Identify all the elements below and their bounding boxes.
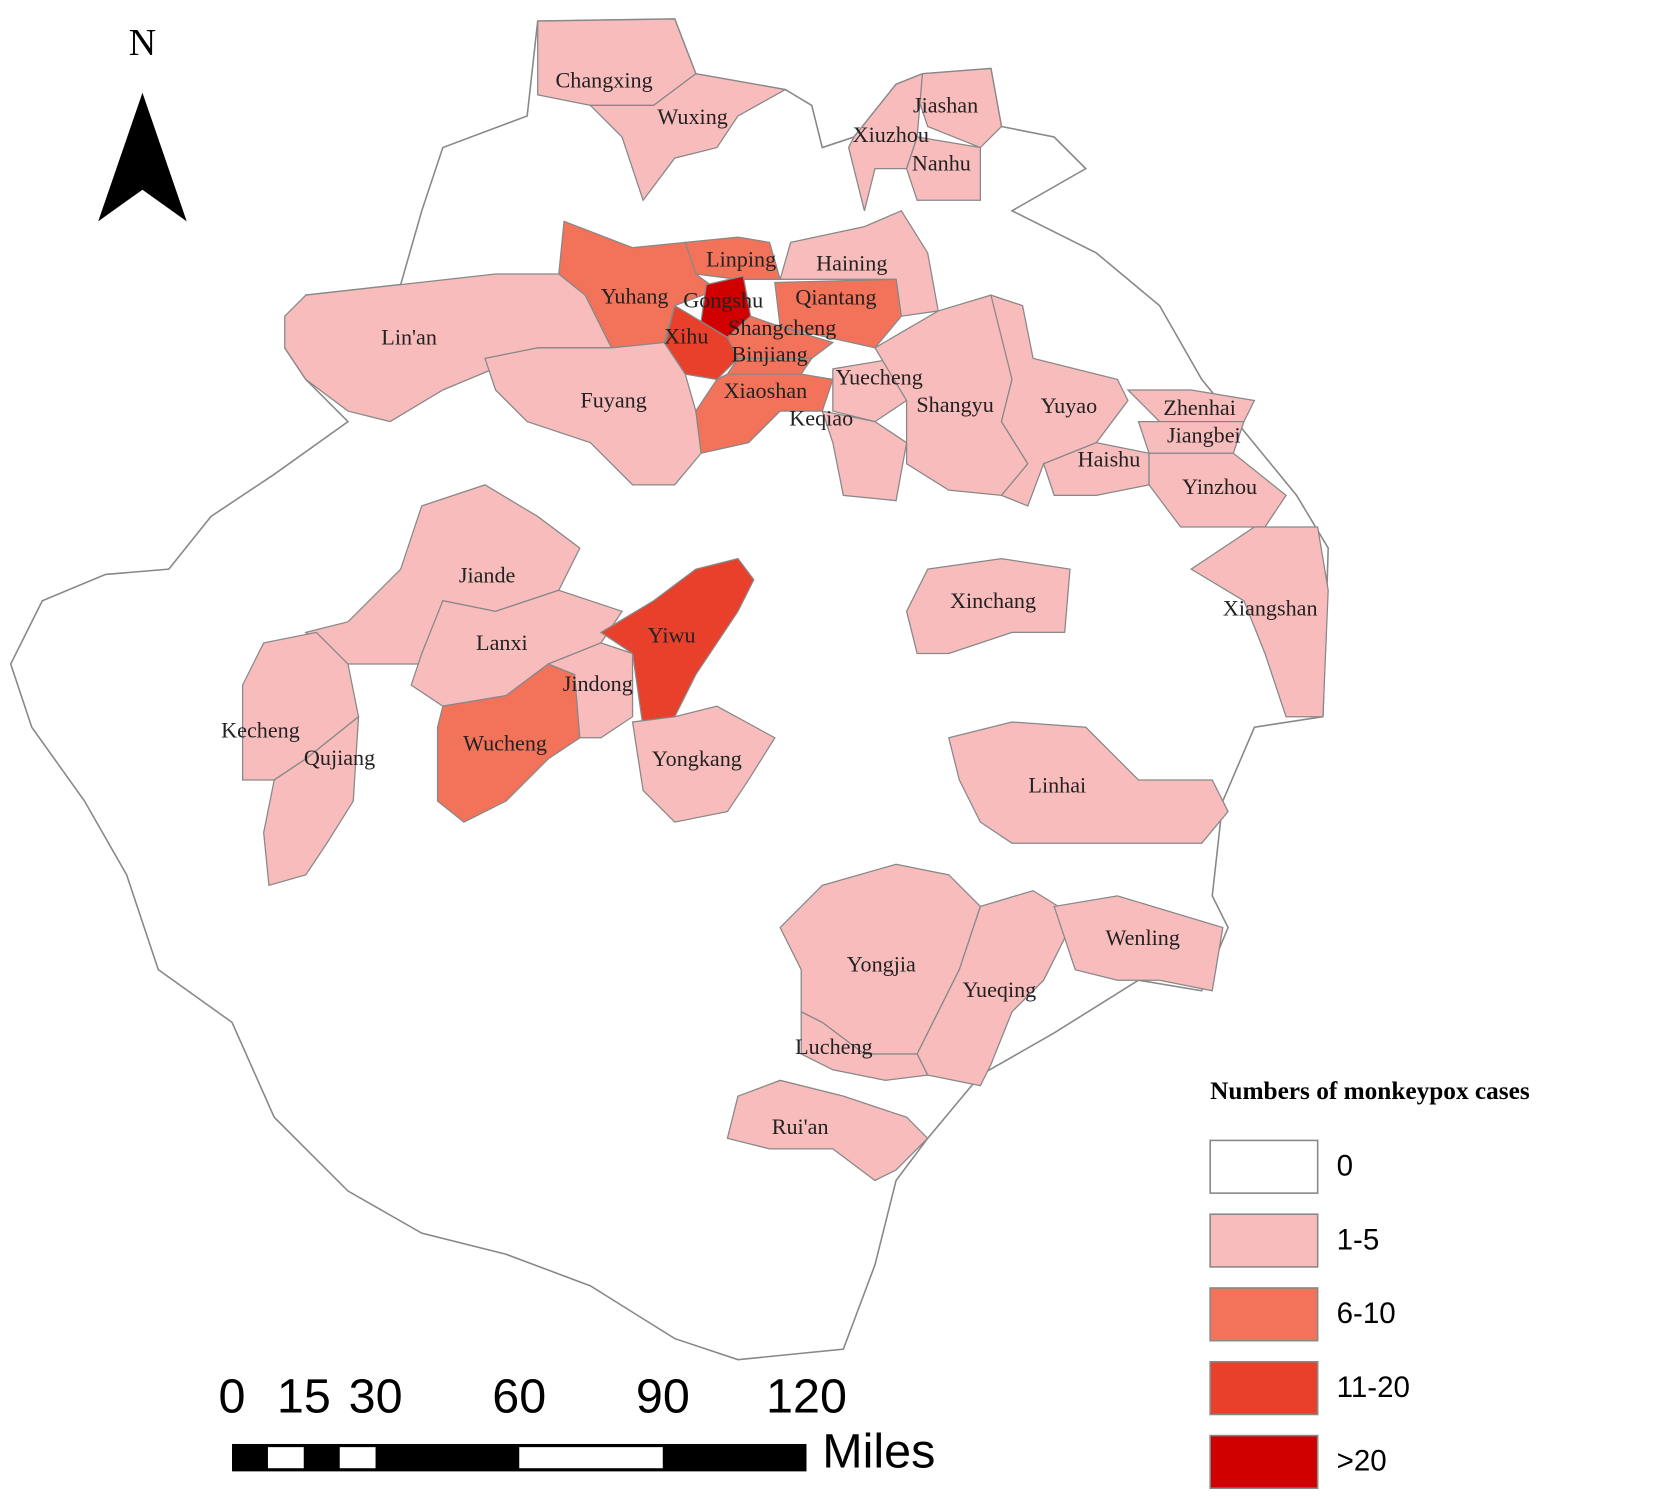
legend-label: 6-10 [1337,1297,1396,1330]
region-label: Yuecheng [836,365,923,390]
legend-label: 0 [1337,1150,1353,1183]
region [588,73,788,202]
region [916,889,1077,1087]
region [599,557,755,729]
region-label: Fuyang [580,388,646,413]
region-label: Wucheng [463,730,547,755]
scale-tick-label: 120 [766,1370,847,1424]
scale-bar: 0 15 30 60 90 120 [219,1370,847,1472]
legend-swatch [1209,1360,1319,1416]
scale-bar-segment [662,1447,807,1469]
region-label: Shangcheng [728,315,836,340]
region [774,278,902,349]
region [847,72,924,211]
scale-unit: Miles [822,1424,935,1478]
region-label: Jiande [459,563,516,588]
region [1126,389,1256,423]
scale-tick-label: 30 [349,1370,403,1424]
region [1053,895,1224,992]
region-label: Binjiang [731,341,807,366]
legend-swatch [1209,1434,1319,1490]
legend-title: Numbers of monkeypox cases [1210,1077,1530,1105]
scale-bar-segment [375,1447,520,1469]
region-label: Yuyao [1041,393,1098,418]
region-label: Keqiao [789,406,853,431]
region-label: Qiantang [795,284,876,309]
region [263,715,360,887]
region-label: Xiaoshan [724,378,808,403]
region-label: Zhenhai [1163,395,1236,420]
region [484,341,702,486]
legend-label: 11-20 [1337,1371,1410,1404]
legend-label: 1-5 [1337,1223,1380,1256]
region [905,557,1071,655]
north-label: N [129,22,156,64]
region-label: Gongshu [683,288,763,313]
legend-swatch [1209,1287,1319,1342]
scale-tick-label: 0 [219,1370,246,1424]
regions [241,18,1329,1182]
region [436,663,581,823]
region-label: Nanhu [912,151,971,176]
scale-bar-segment [232,1447,268,1469]
region [947,721,1229,844]
region [546,642,634,739]
region-label: Wenling [1105,925,1179,950]
scale-bar-segment [267,1447,304,1469]
region [821,410,908,502]
region-label: Jiangbei [1167,422,1241,447]
region-label: Linhai [1028,772,1086,797]
region-label: Lucheng [795,1034,872,1059]
region-label: Qujiang [304,745,375,770]
region-label: Wuxing [657,104,727,129]
region [726,1079,929,1182]
region-label: Xiuzhou [853,122,929,147]
region-label: Haining [816,251,887,276]
region-label: Shangyu [916,392,993,417]
scale-bar-segment [339,1447,376,1469]
region-label: Yiwu [648,623,696,648]
region-label: Jindong [563,671,633,696]
scale-tick-label: 60 [492,1370,546,1424]
region-label: Xihu [664,323,708,348]
region-label: Linping [706,246,776,271]
region [1190,526,1329,718]
region-label: Lin'an [381,324,437,349]
region-label: Changxing [556,67,653,92]
scale-tick-label: 90 [636,1370,690,1424]
legend: 0 1-5 6-10 11-20 >20 [1209,1139,1410,1490]
region-label: Haishu [1078,447,1141,472]
scale-tick-label: 15 [277,1370,331,1424]
region-label: Rui'an [772,1114,829,1139]
north-arrow [98,92,187,222]
scale-bar-segment [303,1447,340,1469]
legend-swatch [1209,1139,1319,1194]
region-label: Kecheng [221,718,300,743]
region-label: Xinchang [950,588,1036,613]
region [905,136,982,201]
scale-bar-segment [519,1447,663,1469]
region-label: Jiashan [913,93,978,118]
region-label: Yinzhou [1182,474,1257,499]
region-label: Lanxi [476,630,528,655]
region [631,705,776,823]
region-label: Yueqing [962,977,1036,1002]
region [800,1010,929,1081]
region-label: Xiangshan [1223,595,1318,620]
region-label: Yongjia [847,952,916,977]
region-label: Yongkang [652,746,742,771]
legend-swatch [1209,1213,1319,1268]
legend-label: >20 [1337,1445,1387,1478]
region [700,275,752,339]
region-label: Yuhang [601,283,669,308]
